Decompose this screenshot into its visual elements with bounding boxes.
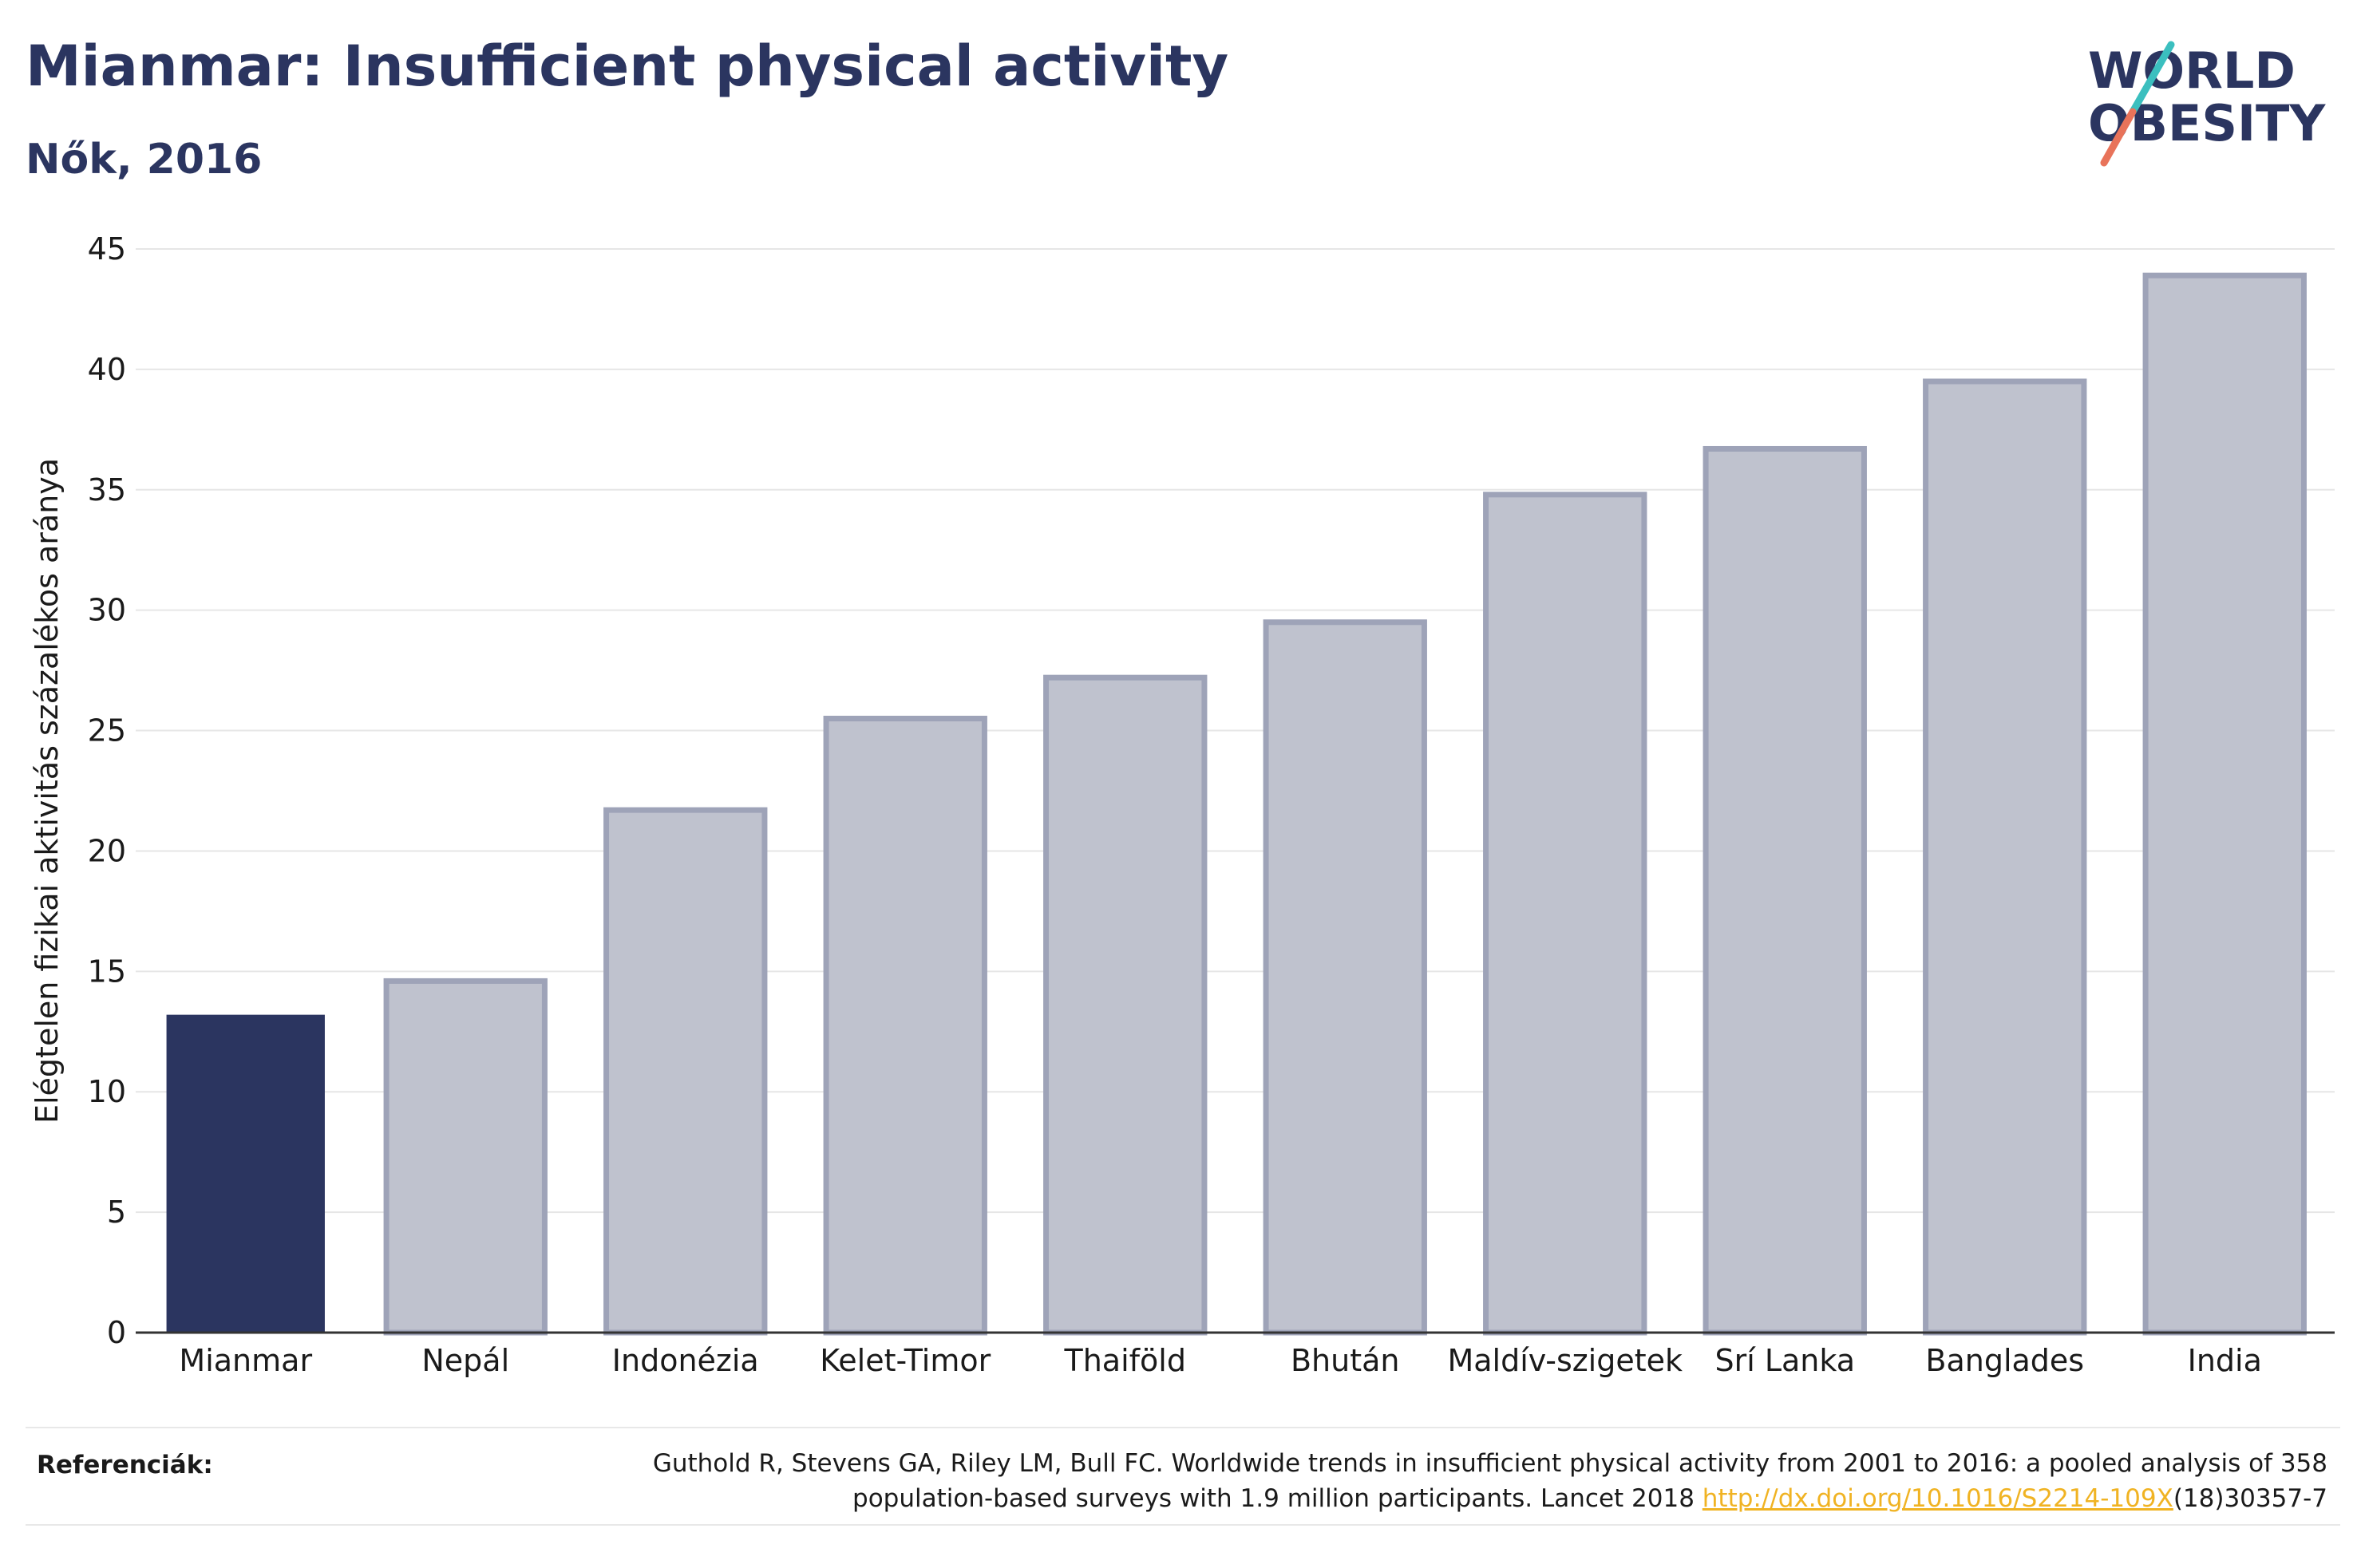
reference-line-2: population-based surveys with 1.9 millio…: [852, 1484, 1703, 1513]
chart-title: Mianmar: Insufficient physical activity: [26, 34, 1229, 99]
x-tick-label: Bhután: [1291, 1343, 1400, 1378]
footer-divider-bottom: [26, 1524, 2340, 1526]
references-label: Referenciák:: [37, 1451, 213, 1479]
y-tick-label: 0: [107, 1315, 126, 1350]
footer-divider-top: [26, 1427, 2340, 1428]
y-tick-label: 35: [88, 472, 126, 508]
logo-slash-bottom: [2100, 108, 2137, 167]
x-tick-label: Maldív-szigetek: [1447, 1343, 1683, 1378]
bar-india: [2142, 272, 2307, 1336]
bar-mald-v-szigetek: [1483, 492, 1647, 1336]
y-tick-label: 30: [88, 593, 126, 628]
y-tick-label: 45: [88, 231, 126, 267]
bar-kelet-timor: [823, 715, 987, 1336]
reference-line-3: (18)30357-7: [2173, 1484, 2327, 1513]
bar-sr-lanka: [1703, 445, 1867, 1336]
reference-doi-link[interactable]: http://dx.doi.org/10.1016/S2214-109X: [1702, 1484, 2173, 1513]
x-tick-label: Srí Lanka: [1714, 1343, 1855, 1378]
reference-line-1: Guthold R, Stevens GA, Riley LM, Bull FC…: [652, 1449, 2327, 1478]
logo-slash-top: [2129, 41, 2175, 116]
x-tick-label: Nepál: [421, 1343, 509, 1378]
x-tick-label: Mianmar: [179, 1343, 312, 1378]
y-tick-label: 20: [88, 833, 126, 868]
logo-text-world: WORLD: [2088, 41, 2296, 100]
y-tick-label: 10: [88, 1074, 126, 1109]
bar-indon-zia: [603, 807, 768, 1336]
label-layer: 0 5 10 15 20 25 30 35 40 45 Mianmar Nepál Indonézia K…: [88, 231, 2262, 1378]
x-tick-label: Kelet-Timor: [820, 1343, 991, 1378]
y-tick-label: 40: [88, 352, 126, 387]
y-tick-label: 25: [88, 713, 126, 748]
bar-banglades: [1923, 378, 2087, 1336]
x-tick-label: Indonézia: [612, 1343, 759, 1378]
bar-bhut-n: [1263, 619, 1427, 1336]
bar-mianmar: [166, 1014, 325, 1333]
world-obesity-logo: WORLD OBESITY: [2088, 41, 2326, 167]
bar-nep-l: [383, 978, 548, 1336]
y-tick-label: 15: [88, 954, 126, 989]
y-axis-label: Elégtelen fizikai aktivitás százalékos a…: [30, 458, 65, 1124]
y-tick-label: 5: [107, 1195, 126, 1230]
bar-chart: 0 5 10 15 20 25 30 35 40 45 Mianmar Nepál Indonézia K…: [30, 231, 2335, 1378]
chart-subtitle: Nők, 2016: [26, 136, 263, 184]
x-tick-label: India: [2188, 1343, 2262, 1378]
x-tick-label: Thaiföld: [1064, 1343, 1186, 1378]
bar-layer: [166, 272, 2307, 1336]
x-tick-label: Banglades: [1925, 1343, 2084, 1378]
references-text: Guthold R, Stevens GA, Riley LM, Bull FC…: [571, 1446, 2327, 1516]
bar-thaif-ld: [1043, 674, 1208, 1336]
